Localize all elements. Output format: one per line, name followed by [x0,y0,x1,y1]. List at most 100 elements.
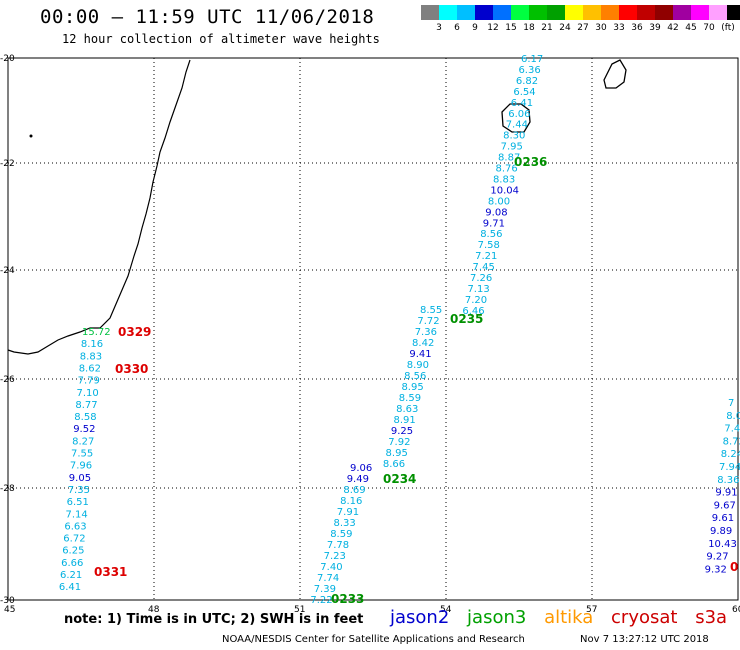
swh-value: 7.36 [415,327,437,338]
scale-swatch [493,5,511,20]
legend-jason2: jason2 [390,607,450,628]
map-subtitle: 12 hour collection of altimeter wave hei… [62,32,380,46]
swh-value: 6.25 [62,546,84,557]
scale-label: 36 [631,23,643,33]
pass-time-label: 0235 [450,312,483,326]
swh-value: 6.17 [521,54,543,65]
swh-value: 8.63 [396,404,418,415]
legend-cryosat: cryosat [611,607,678,628]
scale-label: 24 [559,23,571,33]
swh-value: 9.89 [710,526,732,537]
lon-tick-label: 54 [440,605,452,615]
swh-value: 9.41 [409,349,431,360]
scale-label: 15 [505,23,517,33]
pass-time-label: 0 [730,560,738,574]
swh-value: 7.26 [470,273,492,284]
swh-value: 9.27 [706,552,728,563]
swh-value: 7.23 [324,551,346,562]
swh-value: 7.21 [475,251,497,262]
swh-value: 7.22 [310,595,332,606]
swh-value: 8.66 [383,459,405,470]
swh-value: 8.91 [394,415,416,426]
lat-tick-label: -26 [0,375,15,385]
swh-value: 9.08 [485,207,507,218]
lon-tick-label: 45 [4,605,15,615]
swh-value: 9.06 [350,463,372,474]
swh-value: 6.72 [63,534,85,545]
legend-s3a: s3a [695,607,728,628]
swh-value: 9.61 [712,513,734,524]
scale-swatch [457,5,475,20]
pass-time-label: 0331 [94,565,127,579]
swh-value: 7.14 [66,509,88,520]
scale-label: 70 [703,23,715,33]
swh-value: 8.62 [79,363,101,374]
scale-swatch [673,5,691,20]
swh-value: 8.42 [412,338,434,349]
madagascar-coastline [7,59,191,355]
lon-tick-label: 48 [148,605,160,615]
swh-value: 8.87 [498,153,520,164]
swh-value: 7.35 [68,485,90,496]
swh-value: 8.77 [75,400,97,411]
legend-altika: altika [544,607,594,628]
swh-value: 8.16 [81,339,103,350]
scale-swatch [619,5,637,20]
swh-value: 7.91 [337,507,359,518]
swh-value: 8.59 [330,529,352,540]
scale-label: 27 [577,23,589,33]
pass-time-label: 0329 [118,325,151,339]
swh-value: 7.72 [417,316,439,327]
scale-unit: (ft) [721,23,735,33]
swh-value: 7.44 [506,120,528,131]
reunion-island [501,103,531,133]
swh-value: 6.41 [59,582,81,593]
pass-time-label: 0234 [383,472,416,486]
swh-value: 9.91 [715,488,737,499]
scale-label: 3 [436,23,442,33]
swh-value: 8.0 [726,411,740,422]
footer-timestamp: Nov 7 13:27:12 UTC 2018 [580,634,709,645]
swh-value: 9.52 [73,424,95,435]
satellite-legend: jason2 jason3 altika cryosat s3a [390,607,739,628]
scale-swatch [691,5,709,20]
pass-time-label: 0330 [115,362,148,376]
scale-swatch [511,5,529,20]
swh-value: 15.72 [82,327,111,338]
swh-value: 8.30 [503,131,525,142]
swh-value: 7.20 [465,295,487,306]
legend-jason3: jason3 [467,607,527,628]
swh-value: 8.56 [404,371,426,382]
swh-value: 8.95 [386,448,408,459]
swh-value: 6.51 [67,497,89,508]
swh-value: 9.71 [483,218,505,229]
scale-label: 33 [613,23,625,33]
scale-label: 42 [667,23,679,33]
swh-value: 8.90 [407,360,429,371]
lat-tick-label: -30 [0,596,15,606]
scale-label: 12 [487,23,499,33]
swh-value: 9.49 [347,474,369,485]
swh-value: 8.69 [343,485,365,496]
lon-tick-label: 57 [586,605,597,615]
pass-time-label: 0236 [514,155,547,169]
scale-swatch [601,5,619,20]
scale-swatch [727,5,740,20]
swh-value: 8.76 [496,164,518,175]
swh-value: 7 [728,398,734,409]
scale-swatch [583,5,601,20]
scale-label: 39 [649,23,661,33]
swh-value: 8.59 [399,393,421,404]
swh-value: 8.55 [420,305,442,316]
scale-swatch [655,5,673,20]
map-title: 00:00 – 11:59 UTC 11/06/2018 [40,6,375,28]
swh-value: 8.36 [717,475,739,486]
swh-value: 7.78 [327,540,349,551]
swh-value: 8.58 [74,412,96,423]
swh-value: 8.56 [480,229,502,240]
swh-value: 10.04 [490,185,519,196]
swh-value: 6.63 [64,521,86,532]
swh-value: 8.27 [72,436,94,447]
lon-tick-label: 60 [732,605,740,615]
